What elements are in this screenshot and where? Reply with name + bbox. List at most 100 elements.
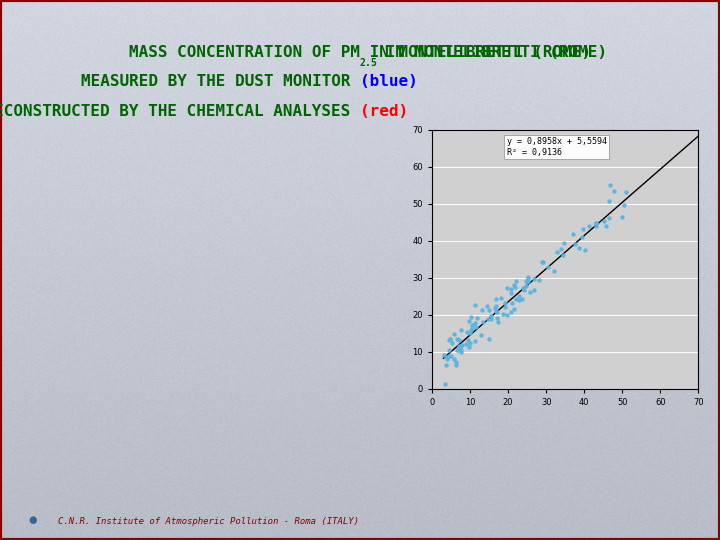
Point [509,283,521,292]
Point [466,323,477,332]
Point [517,284,528,293]
Point [520,276,531,285]
Point [441,361,452,369]
Point [455,346,467,354]
Point [579,245,590,254]
Point [536,258,548,267]
Text: (red): (red) [360,104,408,119]
Point [508,304,520,313]
Point [505,307,517,316]
Text: AND RECONSTRUCTED BY THE CHEMICAL ANALYSES: AND RECONSTRUCTED BY THE CHEMICAL ANALYS… [0,104,360,119]
Point [448,355,459,363]
Point [444,336,455,345]
Point [508,280,519,289]
Point [557,251,569,259]
Point [528,285,539,294]
Point [577,225,589,233]
Point [476,306,487,315]
Point [446,351,457,360]
Point [510,294,522,303]
Point [551,247,562,256]
Point [464,328,476,337]
Point [451,335,463,343]
Point [444,346,455,354]
Point [470,323,482,332]
Point [454,343,465,352]
Point [462,336,474,345]
Point [603,197,615,206]
Point [477,318,489,327]
Point [438,351,450,360]
Point [491,314,503,322]
Text: C.N.R. Institute of Atmospheric Pollution - Roma (ITALY): C.N.R. Institute of Atmospheric Pollutio… [58,517,359,526]
Point [482,315,494,323]
Point [533,276,544,285]
Point [501,311,513,320]
Point [608,187,620,195]
Text: IN MONTELIBRETTI (ROME): IN MONTELIBRETTI (ROME) [376,45,607,60]
Point [528,274,540,283]
Point [455,326,467,335]
Point [502,284,513,293]
Text: IN MONTELIBRETTI (ROME): IN MONTELIBRETTI (ROME) [360,45,591,60]
Point [598,216,610,225]
Point [454,335,465,344]
Point [446,339,458,347]
Point [498,310,509,319]
Text: MASS CONCENTRATION OF PM: MASS CONCENTRATION OF PM [129,45,360,60]
Point [463,343,474,352]
Text: y = 0,8958x + 5,5594
R² = 0,9136: y = 0,8958x + 5,5594 R² = 0,9136 [507,137,606,157]
Point [483,305,495,314]
Point [481,302,492,310]
Point [549,267,560,275]
Point [469,300,480,309]
Point [583,222,595,231]
Point [518,285,530,294]
Point [485,315,497,323]
Point [506,299,518,307]
Point [521,282,532,291]
Point [524,288,536,296]
Point [513,292,525,300]
Point [441,354,453,363]
Point [618,201,630,210]
Point [450,358,462,367]
Point [451,345,463,354]
Point [604,180,616,189]
Point [505,284,517,293]
Point [465,313,477,321]
Point [516,295,528,304]
Point [456,341,468,349]
Point [590,219,602,227]
Point [492,318,504,327]
Text: ●: ● [28,515,37,525]
Point [475,331,487,340]
Point [465,326,477,334]
Point [505,288,517,297]
Point [455,348,467,357]
Point [454,342,465,350]
Point [567,230,579,239]
Point [522,272,534,281]
Point [472,313,483,322]
Point [590,222,602,231]
Point [621,188,632,197]
Point [484,335,495,343]
Point [576,232,588,241]
Text: 2.5: 2.5 [360,58,378,69]
Point [490,307,502,315]
Point [444,335,456,343]
Point [464,339,476,347]
Point [490,295,502,303]
Point [453,345,464,354]
Point [485,312,497,321]
Point [442,353,454,362]
Point [439,380,451,389]
Point [569,240,580,248]
Point [574,244,585,252]
Point [555,244,567,253]
Point [559,239,570,247]
Point [500,298,511,307]
Point [523,276,534,285]
Point [444,335,456,343]
